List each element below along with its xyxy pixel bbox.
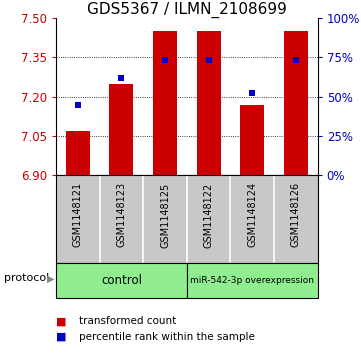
Text: protocol: protocol (4, 273, 49, 284)
Text: miR-542-3p overexpression: miR-542-3p overexpression (190, 276, 314, 285)
Bar (153, 31, 177, 175)
Text: control: control (101, 274, 142, 287)
Text: GSM1148123: GSM1148123 (116, 182, 126, 248)
Text: transformed count: transformed count (79, 316, 177, 326)
Bar (66, 131, 90, 175)
Title: GDS5367 / ILMN_2108699: GDS5367 / ILMN_2108699 (87, 2, 287, 18)
Bar (109, 83, 133, 175)
FancyBboxPatch shape (187, 263, 318, 298)
Bar (240, 105, 264, 175)
Text: percentile rank within the sample: percentile rank within the sample (79, 332, 255, 342)
Text: ■: ■ (56, 316, 66, 326)
Text: ▶: ▶ (47, 273, 55, 284)
Text: GSM1148124: GSM1148124 (247, 182, 257, 248)
FancyBboxPatch shape (56, 263, 187, 298)
Text: GSM1148125: GSM1148125 (160, 182, 170, 248)
Text: GSM1148122: GSM1148122 (204, 182, 214, 248)
Bar (284, 31, 308, 175)
Text: GSM1148126: GSM1148126 (291, 182, 301, 248)
Bar (197, 31, 221, 175)
Text: GSM1148121: GSM1148121 (73, 182, 83, 248)
Text: ■: ■ (56, 332, 66, 342)
